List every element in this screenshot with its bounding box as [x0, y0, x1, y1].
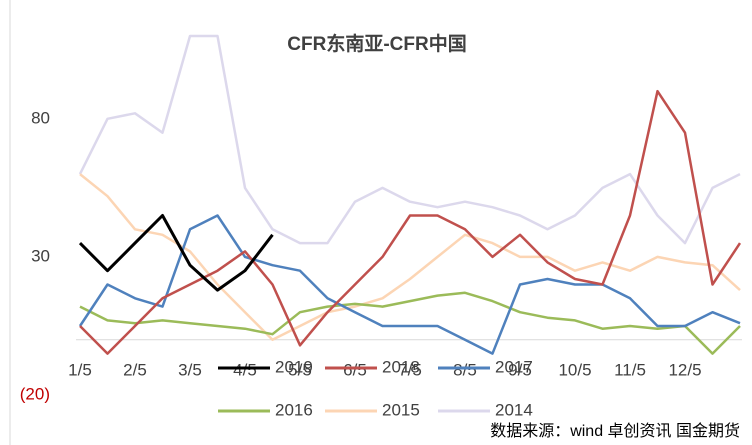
legend-label: 2019	[275, 357, 313, 376]
x-tick-label: 8/5	[453, 360, 477, 379]
series-line	[79, 291, 741, 355]
source-note: 数据来源：wind 卓创资讯 国金期货	[490, 422, 740, 440]
x-tick-label: 7/5	[398, 360, 422, 379]
y-tick-label: 30	[31, 246, 50, 265]
x-tick-label: 6/5	[343, 360, 367, 379]
legend-label: 2014	[495, 400, 533, 419]
series-line	[78, 34, 741, 245]
y-tick-label: (20)	[20, 384, 50, 403]
x-tick-label: 5/5	[288, 360, 312, 379]
series-line	[78, 214, 274, 292]
series-line	[79, 89, 742, 355]
x-tick-label: 10/5	[558, 360, 591, 379]
chart-title: CFR东南亚-CFR中国	[287, 32, 466, 55]
x-tick-label: 11/5	[614, 360, 646, 379]
series-line	[79, 173, 741, 342]
legend-label: 2018	[382, 357, 420, 376]
legend-label: 2016	[275, 400, 313, 419]
x-tick-label: 1/5	[68, 360, 92, 379]
legend-label: 2017	[495, 357, 533, 376]
legend-label: 2015	[382, 400, 420, 419]
series-line	[78, 214, 741, 355]
x-tick-label: 4/5	[233, 360, 257, 379]
y-tick-label: 80	[31, 108, 50, 127]
x-tick-label: 12/5	[668, 360, 701, 379]
x-tick-label: 2/5	[123, 360, 147, 379]
x-tick-label: 9/5	[508, 360, 532, 379]
x-tick-label: 3/5	[178, 360, 202, 379]
